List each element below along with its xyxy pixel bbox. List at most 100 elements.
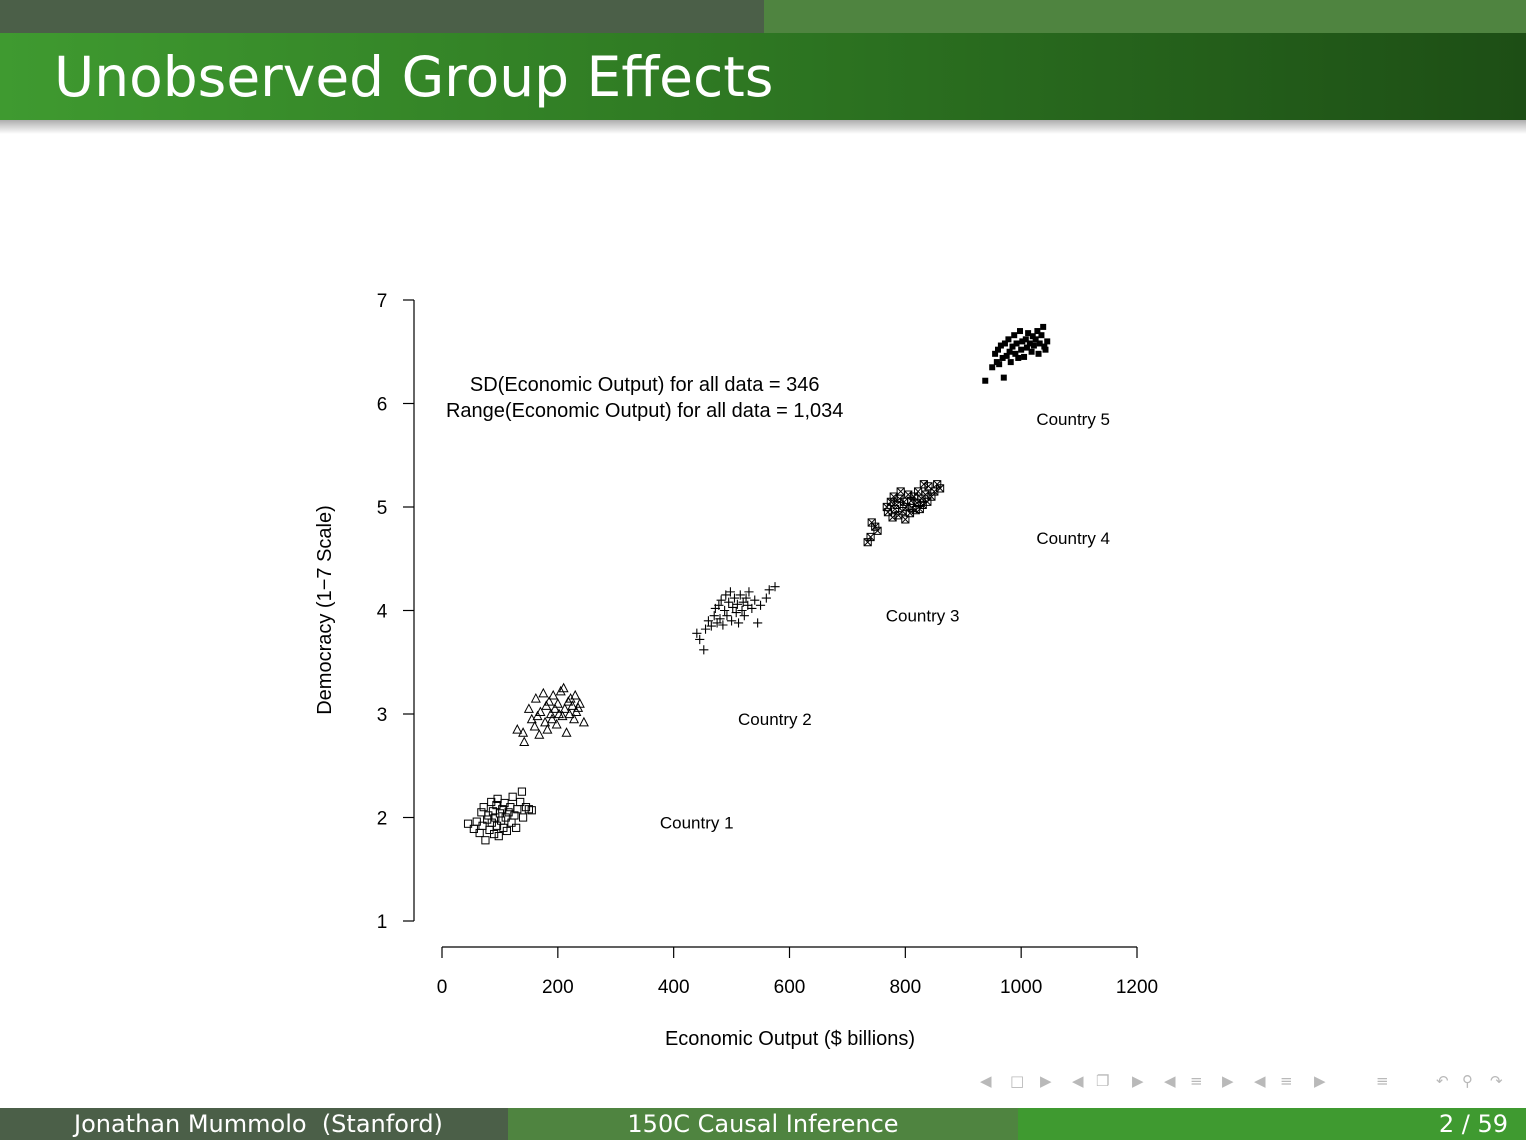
nav-prev-frame-icon[interactable]: ◀ [980, 1072, 992, 1090]
nav-prev-section-icon[interactable]: ◀ [1164, 1072, 1176, 1090]
country-1-point-8 [481, 836, 490, 845]
country-3-point-21 [729, 593, 740, 603]
country-3-point-33 [750, 595, 760, 605]
country-1-point-35 [516, 797, 525, 807]
title-shadow [0, 120, 1526, 134]
country-3-point-37 [764, 585, 774, 595]
country-1-point-17 [492, 800, 501, 810]
nav-search-icon[interactable]: ⚲ [1462, 1072, 1473, 1090]
country-1-point-39 [524, 805, 533, 814]
country-5-point-29 [1029, 333, 1036, 340]
country-3-point-35 [755, 600, 766, 610]
y-tick-label-3: 3 [377, 705, 388, 726]
country-1-label: Country 1 [660, 814, 734, 833]
country-1-point-26 [501, 813, 510, 822]
country-1-point-6 [478, 821, 487, 830]
country-5-point-23 [1021, 353, 1028, 360]
country-3-point-24 [733, 618, 744, 628]
country-3-point-16 [722, 611, 732, 621]
country-2-label: Country 2 [738, 710, 812, 729]
nav-section-icon[interactable]: ≡ [1190, 1072, 1203, 1090]
country-5-point-37 [1041, 343, 1048, 350]
x-tick-label-200: 200 [542, 977, 574, 998]
country-2-point-30 [565, 692, 576, 703]
country-2-point-18 [548, 689, 559, 700]
x-tick-label-0: 0 [437, 977, 448, 998]
country-5-point-17 [1012, 350, 1019, 357]
country-4-point-2 [866, 532, 875, 542]
country-3-point-2 [695, 634, 705, 645]
country-2-point-26 [559, 703, 570, 713]
nav-doc-icon[interactable]: ≡ [1280, 1072, 1293, 1090]
country-2-point-21 [552, 698, 563, 708]
nav-next-subsection-icon[interactable]: ▶ [1132, 1072, 1144, 1090]
footer-page-segment: 2 / 59 [1018, 1108, 1526, 1140]
country-5-point-12 [1005, 336, 1012, 343]
y-tick-label-6: 6 [377, 395, 388, 416]
country-2-point-31 [567, 700, 578, 710]
country-2-point-14 [542, 724, 553, 734]
beamer-navigation-symbols[interactable]: ◀ □ ▶ ◀ ❐ ▶ ◀ ≡ ▶ ◀ ≡ ▶ ≡ ↶ ⚲ ↷ [980, 1072, 1520, 1094]
country-2-point-20 [551, 718, 562, 729]
country-1-point-36 [517, 787, 527, 796]
x-axis-label: Economic Output ($ billions) [665, 1028, 915, 1050]
nav-forward-icon[interactable]: ↷ [1490, 1072, 1503, 1090]
country-5-point-25 [1023, 344, 1030, 351]
country-1-point-32 [510, 811, 519, 820]
country-5-point-34 [1036, 340, 1043, 347]
y-axis-label: Democracy (1−7 Scale) [314, 505, 336, 715]
nav-next-frame-icon[interactable]: ▶ [1040, 1072, 1052, 1090]
y-tick-label-1: 1 [377, 912, 388, 933]
nav-prev-subsection-icon[interactable]: ◀ [1072, 1072, 1084, 1090]
country-5-point-31 [1032, 336, 1039, 343]
x-tick-label-600: 600 [774, 977, 806, 998]
country-2-point-12 [540, 716, 551, 727]
nav-back-icon[interactable]: ↶ [1436, 1072, 1449, 1090]
x-tick-label-800: 800 [889, 977, 921, 998]
country-3-point-13 [718, 620, 728, 630]
country-5-label: Country 5 [1036, 410, 1110, 429]
top-bar-left-segment [0, 0, 764, 33]
x-tick-label-1200: 1200 [1116, 977, 1158, 998]
annotation-1: SD(Economic Output) for all data = 346 [470, 374, 820, 396]
nav-frame-icon[interactable]: □ [1010, 1072, 1025, 1090]
country-5-point-38 [1042, 346, 1049, 353]
country-2-point-15 [544, 696, 555, 706]
country-4-point-28 [915, 504, 924, 514]
country-5-point-10 [1001, 340, 1008, 347]
nav-subsection-icon[interactable]: ❐ [1096, 1072, 1110, 1090]
nav-next-section-icon[interactable]: ▶ [1222, 1072, 1234, 1090]
country-5-point-39 [1044, 338, 1051, 345]
x-tick-label-400: 400 [658, 977, 690, 998]
country-2-point-32 [569, 713, 580, 724]
country-1-point-25 [500, 798, 509, 808]
country-2-point-24 [557, 710, 568, 721]
country-3-point-14 [720, 605, 730, 616]
country-1-point-3 [472, 817, 481, 826]
nav-doc-prev-icon[interactable]: ◀ [1254, 1072, 1266, 1090]
country-4-point-15 [896, 487, 905, 496]
y-tick-label-2: 2 [377, 809, 388, 830]
country-2-point-27 [561, 727, 572, 737]
footer-course-segment: 150C Causal Inference [508, 1108, 1018, 1140]
country-2-point-7 [530, 692, 541, 703]
y-tick-label-4: 4 [377, 602, 388, 623]
country-5-point-26 [1025, 330, 1032, 337]
country-2-point-3 [519, 736, 530, 747]
nav-doc-next-icon[interactable]: ▶ [1314, 1072, 1326, 1090]
country-3-point-20 [728, 602, 738, 612]
country-2-point-19 [549, 703, 560, 713]
country-1-point-20 [494, 832, 503, 841]
country-5-point-13 [1006, 348, 1013, 355]
slide-title: Unobserved Group Effects [54, 45, 774, 109]
country-1-point-1 [463, 819, 473, 828]
country-4-point-38 [935, 484, 945, 493]
nav-appendix-icon[interactable]: ≡ [1376, 1072, 1389, 1090]
country-2-point-11 [538, 687, 549, 698]
footer-author-segment: Jonathan Mummolo (Stanford) [0, 1108, 508, 1140]
country-2-point-17 [547, 713, 558, 724]
country-5-point-2 [989, 364, 996, 371]
country-3-point-29 [741, 593, 751, 603]
country-5-point-24 [1022, 336, 1029, 343]
